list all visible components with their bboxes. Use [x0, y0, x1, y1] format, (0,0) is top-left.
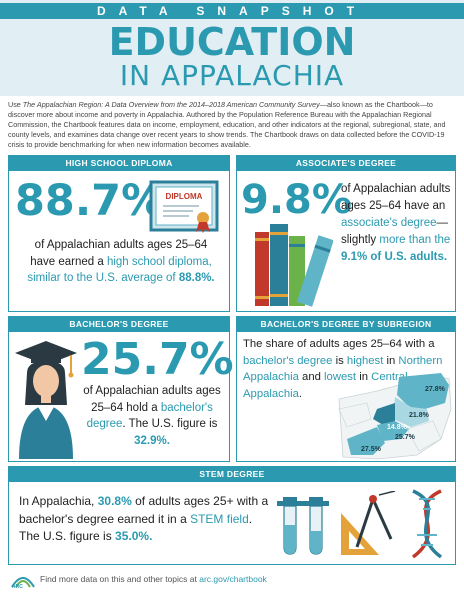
associates-text: of Appalachian adults ages 25–64 have an… — [341, 183, 451, 263]
arc-logo-icon — [11, 577, 35, 588]
high-school-value: 88.7% — [15, 176, 165, 226]
dna-icon — [411, 489, 443, 559]
map-label-northern: 27.8% — [425, 386, 446, 393]
bachelors-text: of Appalachian adults ages 25–64 hold a … — [83, 385, 221, 447]
map-label-north-central: 21.8% — [409, 412, 430, 419]
diploma-label: DIPLOMA — [166, 192, 203, 201]
compass-ruler-icon — [341, 491, 396, 555]
stem-heading: STEM DEGREE — [9, 467, 455, 482]
map-label-central: 14.8% — [387, 424, 408, 431]
graduate-icon — [15, 341, 77, 459]
page-subtitle: IN APPALACHIA — [119, 59, 345, 92]
intro-paragraph: Use The Appalachian Region: A Data Overv… — [8, 100, 446, 149]
stem-panel: STEM DEGREE In Appalachia, 30.8% of adul… — [8, 466, 456, 565]
footer-text: Find more data on this and other topics … — [40, 574, 267, 584]
chartbook-link[interactable]: arc.gov/chartbook — [199, 574, 267, 584]
arc-logo-text: ARC — [12, 584, 23, 590]
associates-panel: ASSOCIATE'S DEGREE 9.8% of Appalachian a… — [236, 155, 456, 312]
map-label-southern: 27.5% — [361, 446, 382, 453]
high-school-heading: HIGH SCHOOL DIPLOMA — [9, 156, 229, 171]
books-icon — [255, 224, 333, 307]
associates-heading: ASSOCIATE'S DEGREE — [237, 156, 455, 171]
page-title: EDUCATION — [108, 20, 356, 64]
subregion-panel: BACHELOR'S DEGREE BY SUBREGION The share… — [236, 316, 456, 462]
data-snapshot-label: DATA SNAPSHOT — [0, 3, 464, 19]
diploma-icon: DIPLOMA — [149, 180, 219, 233]
subregion-text-top: The share of adults ages 25–64 with a ba… — [243, 338, 443, 400]
test-tubes-icon — [277, 497, 329, 555]
publication-title: The Appalachian Region: A Data Overview … — [22, 100, 320, 109]
subregion-map: 27.8% 21.8% 14.8% 25.7% 27.5% — [338, 373, 452, 460]
high-school-panel: HIGH SCHOOL DIPLOMA 88.7% DIPLOMA of App… — [8, 155, 230, 312]
map-label-south-central: 25.7% — [395, 434, 416, 441]
bachelors-heading: BACHELOR'S DEGREE — [9, 317, 229, 332]
stem-text: In Appalachia, 30.8% of adults ages 25+ … — [19, 494, 269, 543]
associates-value: 9.8% — [241, 177, 352, 223]
bachelors-panel: BACHELOR'S DEGREE 25.7% of Appalachian a… — [8, 316, 234, 462]
subregion-heading: BACHELOR'S DEGREE BY SUBREGION — [237, 317, 455, 332]
high-school-text: of Appalachian adults ages 25–64 have ea… — [27, 239, 215, 284]
bachelors-value: 25.7% — [81, 334, 234, 385]
